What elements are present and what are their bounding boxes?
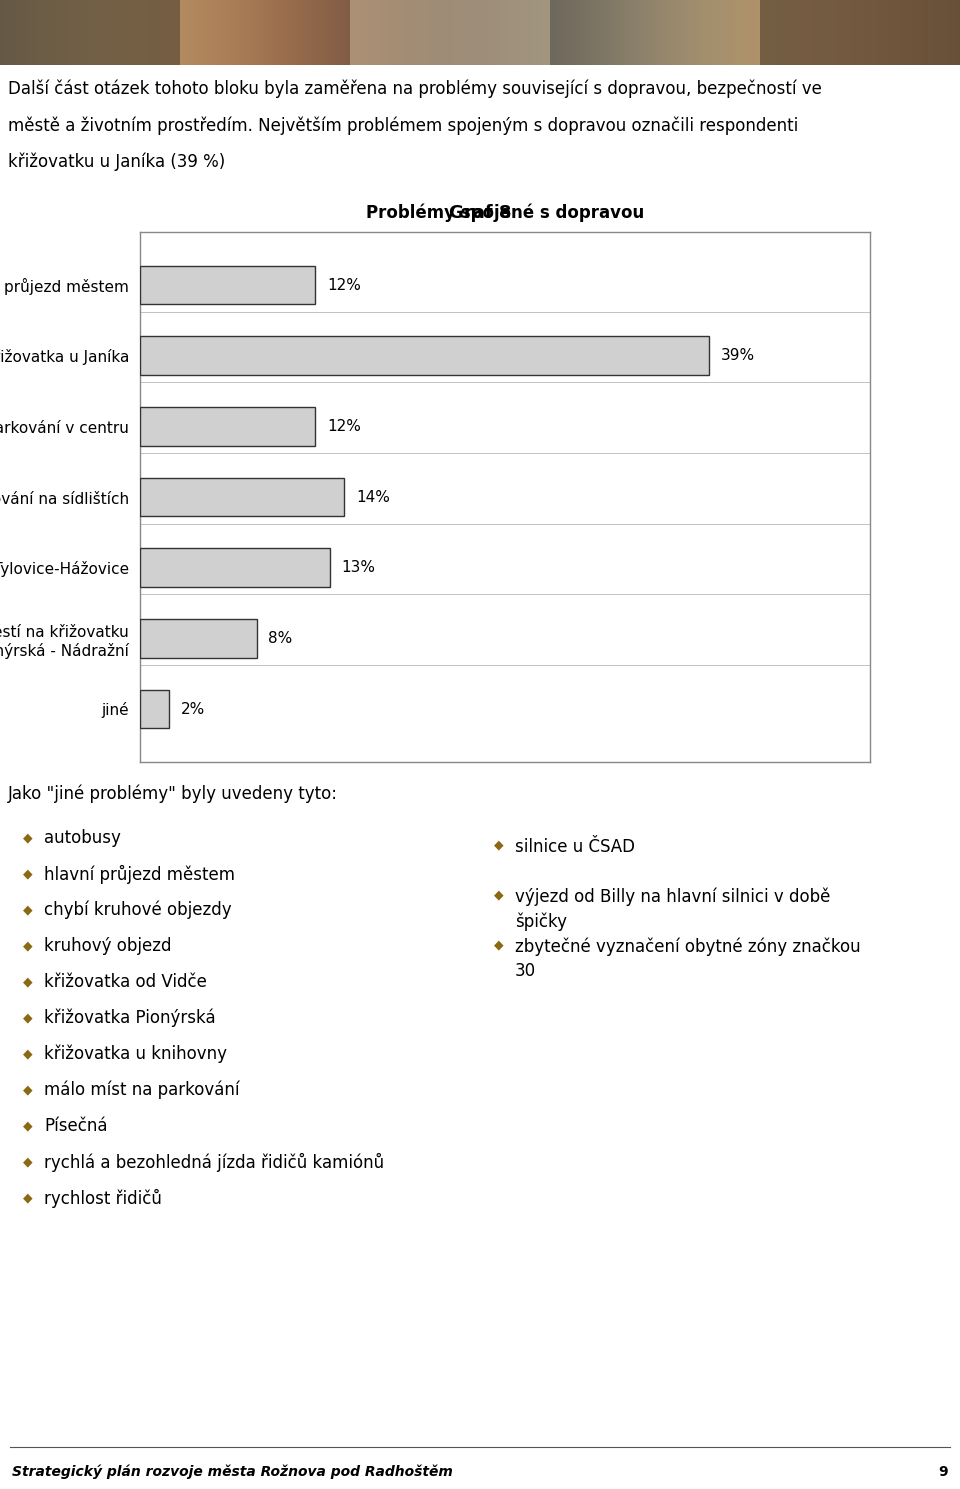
Text: zbytečné vyznačení obytné zóny značkou
30: zbytečné vyznačení obytné zóny značkou 3… [515, 938, 860, 980]
Text: chybí kruhové objezdy: chybí kruhové objezdy [44, 901, 231, 919]
Text: ◆: ◆ [23, 831, 33, 844]
Text: ◆: ◆ [494, 887, 504, 901]
Text: 13%: 13% [342, 560, 375, 575]
Text: ◆: ◆ [494, 838, 504, 852]
Text: ◆: ◆ [23, 1155, 33, 1169]
Text: kruhový objezd: kruhový objezd [44, 937, 172, 954]
Text: ◆: ◆ [23, 1120, 33, 1133]
Bar [140, 619, 257, 658]
Text: 2%: 2% [180, 701, 205, 716]
Text: silnice u ČSAD: silnice u ČSAD [515, 838, 635, 856]
Text: ◆: ◆ [494, 938, 504, 951]
Text: 14%: 14% [356, 490, 390, 505]
Text: ◆: ◆ [23, 940, 33, 953]
Text: Strategický plán rozvoje města Rožnova pod Radhoštěm: Strategický plán rozvoje města Rožnova p… [12, 1464, 453, 1479]
Bar [140, 337, 709, 375]
Text: ◆: ◆ [23, 1011, 33, 1024]
Text: 8%: 8% [269, 631, 293, 646]
Text: Další část otázek tohoto bloku byla zaměřena na problémy související s dopravou,: Další část otázek tohoto bloku byla zamě… [8, 80, 822, 98]
Text: hlavní průjezd městem: hlavní průjezd městem [44, 865, 235, 883]
Text: křižovatku u Janíka (39 %): křižovatku u Janíka (39 %) [8, 152, 226, 171]
Text: Písečná: Písečná [44, 1117, 108, 1135]
Text: 9: 9 [938, 1465, 948, 1479]
Text: výjezd od Billy na hlavní silnici v době
špičky: výjezd od Billy na hlavní silnici v době… [515, 887, 830, 931]
Text: Jako "jiné problémy" byly uvedeny tyto:: Jako "jiné problémy" byly uvedeny tyto: [8, 785, 338, 803]
Text: křižovatka u knihovny: křižovatka u knihovny [44, 1045, 227, 1063]
Bar [140, 265, 315, 304]
Text: křižovatka Pionýrská: křižovatka Pionýrská [44, 1008, 216, 1027]
Text: ◆: ◆ [23, 868, 33, 880]
Text: 12%: 12% [326, 418, 361, 433]
Bar [140, 548, 330, 587]
Text: 12%: 12% [326, 277, 361, 292]
Text: ◆: ◆ [23, 904, 33, 917]
Bar [140, 478, 345, 517]
Text: ◆: ◆ [23, 1084, 33, 1096]
Text: ◆: ◆ [23, 1047, 33, 1060]
Text: rychlá a bezohledná jízda řidičů kamiónů: rychlá a bezohledná jízda řidičů kamiónů [44, 1152, 384, 1172]
Text: autobusy: autobusy [44, 829, 121, 847]
Text: rychlost řidičů: rychlost řidičů [44, 1188, 162, 1208]
Text: ◆: ◆ [23, 975, 33, 989]
Text: 39%: 39% [721, 348, 756, 363]
Bar [140, 689, 169, 728]
Text: ◆: ◆ [23, 1191, 33, 1205]
Text: křižovatka od Vidče: křižovatka od Vidče [44, 972, 206, 992]
Text: málo míst na parkování: málo míst na parkování [44, 1081, 239, 1099]
Bar [140, 406, 315, 445]
Text: Graf 8: Graf 8 [448, 204, 512, 222]
Text: městě a životním prostředím. Největším problémem spojeným s dopravou označili re: městě a životním prostředím. Největším p… [8, 116, 799, 135]
Title: Problémy spojené s dopravou: Problémy spojené s dopravou [366, 204, 644, 222]
